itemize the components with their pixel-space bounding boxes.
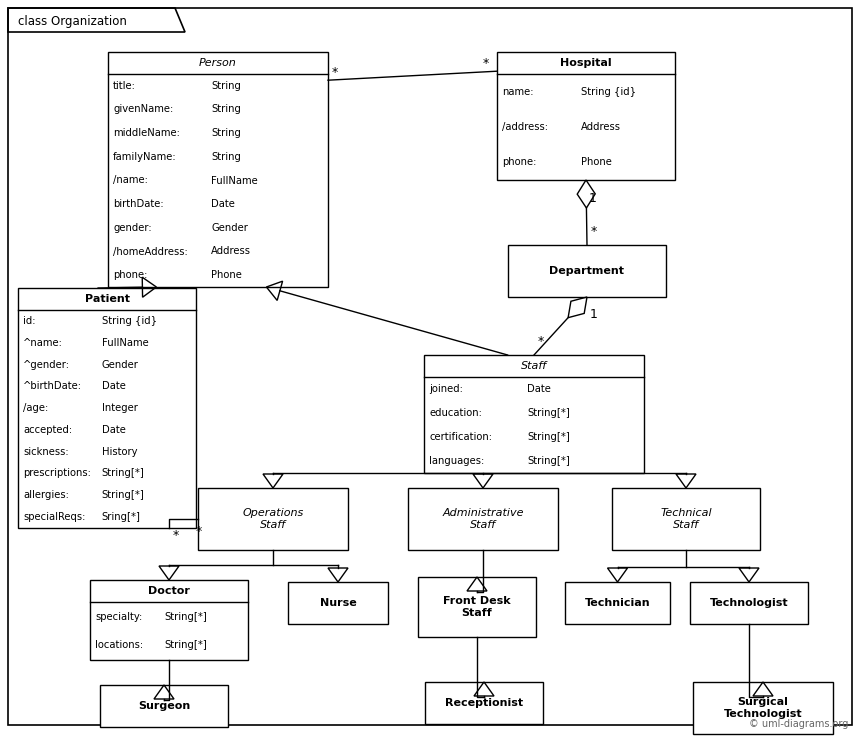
Text: String[*]: String[*] xyxy=(527,432,570,442)
Text: String: String xyxy=(212,128,242,138)
Text: ^name:: ^name: xyxy=(23,338,63,347)
Text: History: History xyxy=(101,447,137,456)
Text: 1: 1 xyxy=(589,191,597,205)
Text: *: * xyxy=(538,335,544,347)
Text: givenName:: givenName: xyxy=(113,105,173,114)
Text: Phone: Phone xyxy=(212,270,243,280)
Text: String: String xyxy=(212,105,242,114)
Text: locations:: locations: xyxy=(95,640,143,651)
Text: Address: Address xyxy=(580,122,621,132)
Text: Phone: Phone xyxy=(580,158,611,167)
Text: Technologist: Technologist xyxy=(710,598,789,608)
Text: allergies:: allergies: xyxy=(23,490,69,500)
Text: Surgical
Technologist: Surgical Technologist xyxy=(723,697,802,719)
Text: /name:: /name: xyxy=(113,176,148,185)
Text: Receptionist: Receptionist xyxy=(445,698,523,708)
Text: education:: education: xyxy=(429,408,482,418)
Bar xyxy=(424,355,644,473)
Text: Date: Date xyxy=(101,381,126,391)
Text: String[*]: String[*] xyxy=(101,468,144,479)
Text: Sring[*]: Sring[*] xyxy=(101,512,140,522)
Text: birthDate:: birthDate: xyxy=(113,199,163,209)
Text: accepted:: accepted: xyxy=(23,425,72,435)
Bar xyxy=(497,52,675,180)
Text: FullName: FullName xyxy=(212,176,258,185)
Text: Technician: Technician xyxy=(585,598,650,608)
Text: Date: Date xyxy=(527,384,551,394)
Text: ^gender:: ^gender: xyxy=(23,359,70,370)
Text: Person: Person xyxy=(200,58,237,68)
Bar xyxy=(288,582,388,624)
Text: String: String xyxy=(212,152,242,162)
Text: Nurse: Nurse xyxy=(320,598,356,608)
Text: *: * xyxy=(483,57,489,69)
Text: languages:: languages: xyxy=(429,456,484,466)
Text: class Organization: class Organization xyxy=(18,16,127,28)
Text: *: * xyxy=(591,225,597,238)
Bar xyxy=(612,488,760,550)
Text: phone:: phone: xyxy=(113,270,147,280)
Bar xyxy=(408,488,558,550)
Text: © uml-diagrams.org: © uml-diagrams.org xyxy=(748,719,848,729)
Text: String[*]: String[*] xyxy=(101,490,144,500)
Text: /age:: /age: xyxy=(23,403,48,413)
Text: Doctor: Doctor xyxy=(148,586,190,596)
Text: title:: title: xyxy=(113,81,136,91)
Text: String {id}: String {id} xyxy=(101,316,157,326)
Bar xyxy=(565,582,670,624)
Text: FullName: FullName xyxy=(101,338,149,347)
Text: Integer: Integer xyxy=(101,403,138,413)
Text: name:: name: xyxy=(502,87,533,96)
Text: *: * xyxy=(172,530,179,542)
Bar xyxy=(693,682,833,734)
Text: 1: 1 xyxy=(590,309,598,321)
Text: Gender: Gender xyxy=(101,359,138,370)
Bar xyxy=(90,580,248,660)
Text: Hospital: Hospital xyxy=(560,58,611,68)
Text: Department: Department xyxy=(550,266,624,276)
Text: Patient: Patient xyxy=(84,294,130,304)
Bar xyxy=(198,488,348,550)
Text: Address: Address xyxy=(212,247,251,256)
Bar xyxy=(418,577,536,637)
Text: Operations
Staff: Operations Staff xyxy=(243,508,304,530)
Text: gender:: gender: xyxy=(113,223,151,233)
Text: certification:: certification: xyxy=(429,432,492,442)
Text: Gender: Gender xyxy=(212,223,249,233)
Text: Technical
Staff: Technical Staff xyxy=(660,508,712,530)
Bar xyxy=(690,582,808,624)
Bar xyxy=(508,245,666,297)
Text: /address:: /address: xyxy=(502,122,548,132)
Text: id:: id: xyxy=(23,316,35,326)
Text: Date: Date xyxy=(101,425,126,435)
Bar xyxy=(425,682,543,724)
Text: Date: Date xyxy=(212,199,236,209)
Text: Administrative
Staff: Administrative Staff xyxy=(442,508,524,530)
Text: phone:: phone: xyxy=(502,158,537,167)
Text: specialty:: specialty: xyxy=(95,612,142,622)
Bar xyxy=(18,288,196,528)
Bar xyxy=(108,52,328,287)
Text: prescriptions:: prescriptions: xyxy=(23,468,91,479)
Text: String {id}: String {id} xyxy=(580,87,636,96)
Text: String[*]: String[*] xyxy=(164,640,207,651)
Text: Staff: Staff xyxy=(521,361,547,371)
Text: joined:: joined: xyxy=(429,384,463,394)
Bar xyxy=(100,685,228,727)
Text: Surgeon: Surgeon xyxy=(138,701,190,711)
Text: *: * xyxy=(196,524,202,538)
Text: String[*]: String[*] xyxy=(527,456,570,466)
Text: sickness:: sickness: xyxy=(23,447,69,456)
Text: String: String xyxy=(212,81,242,91)
Text: Front Desk
Staff: Front Desk Staff xyxy=(443,596,511,619)
Text: ^birthDate:: ^birthDate: xyxy=(23,381,82,391)
Text: familyName:: familyName: xyxy=(113,152,176,162)
Text: String[*]: String[*] xyxy=(164,612,207,622)
Text: middleName:: middleName: xyxy=(113,128,180,138)
Text: specialReqs:: specialReqs: xyxy=(23,512,85,522)
Text: String[*]: String[*] xyxy=(527,408,570,418)
Text: /homeAddress:: /homeAddress: xyxy=(113,247,187,256)
Text: *: * xyxy=(332,66,338,78)
